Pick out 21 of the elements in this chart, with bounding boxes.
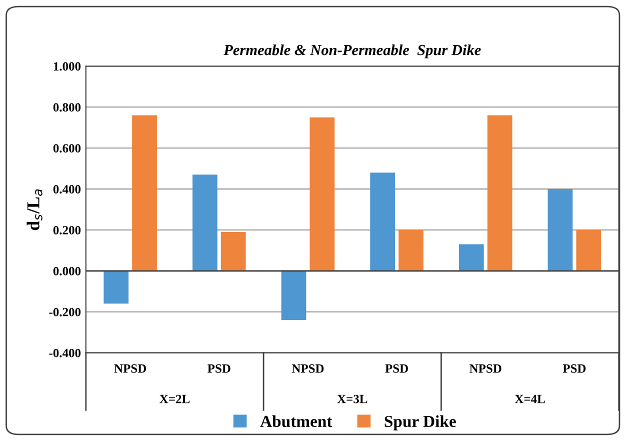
chart-title: Permeable & Non-Permeable Spur Dike <box>224 44 481 58</box>
x-tick-label: PSD <box>385 364 408 373</box>
x-tick-label: NPSD <box>114 364 146 373</box>
text: X=3L <box>337 394 368 404</box>
y-tick-label: 0.200 <box>53 226 81 234</box>
y-tick-label: -0.400 <box>49 348 81 358</box>
legend-label: Spur Dike <box>384 415 456 430</box>
y-tick-label: 0.400 <box>53 185 81 194</box>
y-tick-label: 0.800 <box>53 103 81 112</box>
y-tick-label: 0.000 <box>53 266 81 276</box>
y-tick-label: 1.000 <box>54 62 81 71</box>
y-axis-title: d$_{s}$/L$_{a}$ <box>26 189 42 230</box>
x-tick-label: NPSD <box>292 364 324 373</box>
x-tick-label: NPSD <box>470 364 502 373</box>
x-tick-label: PSD <box>562 364 586 373</box>
y-tick-label: -0.200 <box>49 308 81 316</box>
text: X=4L <box>514 394 545 404</box>
text: X=2L <box>160 394 190 404</box>
legend-label: Abutment <box>260 415 332 428</box>
x-tick-label: PSD <box>208 364 230 373</box>
y-tick-label: 0.600 <box>53 144 81 153</box>
